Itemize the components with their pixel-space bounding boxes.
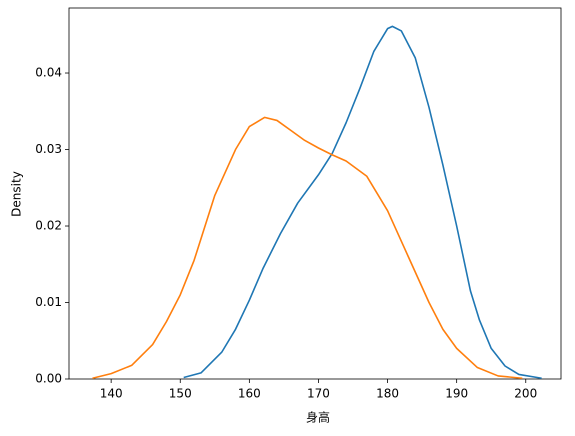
y-tick-label: 0.03 [35, 142, 62, 156]
x-tick-label: 200 [514, 387, 537, 401]
x-tick-label: 140 [100, 387, 123, 401]
density-line [183, 25, 542, 380]
density-line [92, 116, 523, 380]
x-tick-label: 160 [238, 387, 261, 401]
y-tick-label: 0.04 [35, 66, 62, 80]
x-tick-label: 170 [307, 387, 330, 401]
x-tick-label: 190 [445, 387, 468, 401]
x-tick-label: 150 [169, 387, 192, 401]
y-axis-label: Density [10, 171, 24, 217]
x-axis-label: 身高 [306, 410, 330, 425]
y-tick-label: 0.00 [35, 372, 62, 386]
x-tick-label: 180 [376, 387, 399, 401]
y-tick-label: 0.01 [35, 295, 62, 309]
plot-frame [68, 7, 562, 380]
y-tick-label: 0.02 [35, 219, 62, 233]
